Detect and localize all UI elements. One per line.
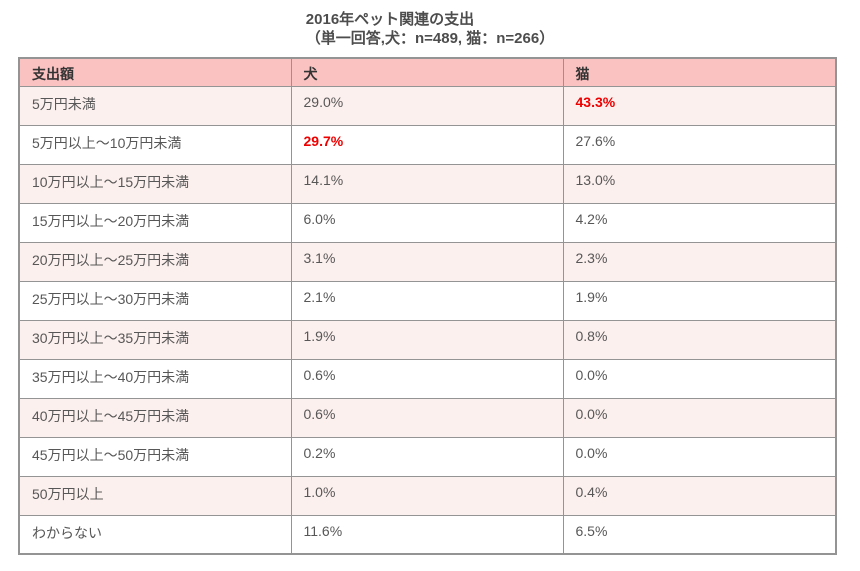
table-header-row: 支出額 犬 猫 bbox=[18, 57, 837, 87]
dog-value: 2.1% bbox=[290, 280, 564, 321]
table-row: 10万円以上～15万円未満 14.1% 13.0% bbox=[18, 163, 837, 204]
table-row: 5万円未満 29.0% 43.3% bbox=[18, 85, 837, 126]
table-row: 30万円以上～35万円未満 1.9% 0.8% bbox=[18, 319, 837, 360]
table-row: 5万円以上～10万円未満 29.7% 27.6% bbox=[18, 124, 837, 165]
table-row: 45万円以上～50万円未満 0.2% 0.0% bbox=[18, 436, 837, 477]
cat-value: 1.9% bbox=[562, 280, 837, 321]
expense-label: 30万円以上～35万円未満 bbox=[18, 319, 292, 360]
expense-label: 10万円以上～15万円未満 bbox=[18, 163, 292, 204]
expense-label: 5万円以上～10万円未満 bbox=[18, 124, 292, 165]
expense-label: 5万円未満 bbox=[18, 85, 292, 126]
dog-value: 0.6% bbox=[290, 397, 564, 438]
cat-value: 2.3% bbox=[562, 241, 837, 282]
table-row: 20万円以上～25万円未満 3.1% 2.3% bbox=[18, 241, 837, 282]
expense-label: 45万円以上～50万円未満 bbox=[18, 436, 292, 477]
dog-value-highlighted: 29.7% bbox=[290, 124, 564, 165]
expense-label: 40万円以上～45万円未満 bbox=[18, 397, 292, 438]
dog-value: 0.2% bbox=[290, 436, 564, 477]
cat-value: 0.8% bbox=[562, 319, 837, 360]
table-row: 15万円以上～20万円未満 6.0% 4.2% bbox=[18, 202, 837, 243]
cat-value: 27.6% bbox=[562, 124, 837, 165]
dog-value: 6.0% bbox=[290, 202, 564, 243]
expenditure-table: 支出額 犬 猫 5万円未満 29.0% 43.3% 5万円以上～10万円未満 2… bbox=[18, 57, 837, 555]
dog-value: 11.6% bbox=[290, 514, 564, 555]
column-header-dog: 犬 bbox=[290, 57, 564, 87]
cat-value: 0.0% bbox=[562, 358, 837, 399]
expense-label: 25万円以上～30万円未満 bbox=[18, 280, 292, 321]
expense-label: 35万円以上～40万円未満 bbox=[18, 358, 292, 399]
table-row: わからない 11.6% 6.5% bbox=[18, 514, 837, 555]
column-header-cat: 猫 bbox=[562, 57, 837, 87]
expense-label: 50万円以上 bbox=[18, 475, 292, 516]
table-row: 40万円以上～45万円未満 0.6% 0.0% bbox=[18, 397, 837, 438]
dog-value: 3.1% bbox=[290, 241, 564, 282]
title-line-1: 2016年ペット関連の支出 bbox=[305, 11, 475, 28]
column-header-expense: 支出額 bbox=[18, 57, 292, 87]
dog-value: 1.9% bbox=[290, 319, 564, 360]
cat-value: 6.5% bbox=[562, 514, 837, 555]
cat-value-highlighted: 43.3% bbox=[562, 85, 837, 126]
table-row: 25万円以上～30万円未満 2.1% 1.9% bbox=[18, 280, 837, 321]
dog-value: 29.0% bbox=[290, 85, 564, 126]
dog-value: 14.1% bbox=[290, 163, 564, 204]
cat-value: 0.0% bbox=[562, 436, 837, 477]
chart-title: 2016年ペット関連の支出 （単一回答,犬：n=489, 猫：n=266） bbox=[306, 10, 554, 48]
cat-value: 13.0% bbox=[562, 163, 837, 204]
table-row: 50万円以上 1.0% 0.4% bbox=[18, 475, 837, 516]
cat-value: 4.2% bbox=[562, 202, 837, 243]
expense-label: 15万円以上～20万円未満 bbox=[18, 202, 292, 243]
dog-value: 0.6% bbox=[290, 358, 564, 399]
title-line-2: （単一回答,犬：n=489, 猫：n=266） bbox=[305, 30, 555, 47]
table-row: 35万円以上～40万円未満 0.6% 0.0% bbox=[18, 358, 837, 399]
dog-value: 1.0% bbox=[290, 475, 564, 516]
expense-label: わからない bbox=[18, 514, 292, 555]
expense-label: 20万円以上～25万円未満 bbox=[18, 241, 292, 282]
cat-value: 0.4% bbox=[562, 475, 837, 516]
cat-value: 0.0% bbox=[562, 397, 837, 438]
